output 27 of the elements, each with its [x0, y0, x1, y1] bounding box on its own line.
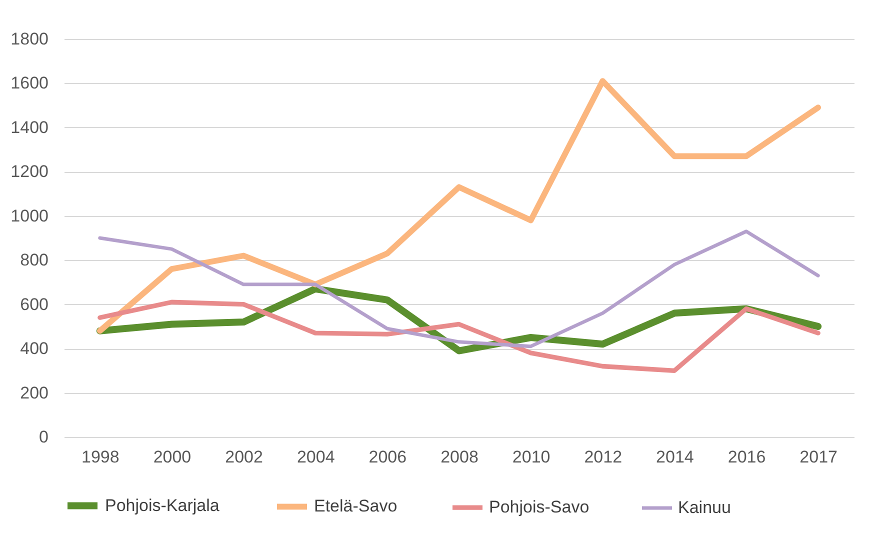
x-tick-label: 2016 — [728, 448, 766, 466]
y-tick-label: 0 — [39, 428, 48, 446]
y-tick-label: 1400 — [10, 118, 48, 137]
y-tick-label: 1600 — [10, 74, 48, 93]
y-tick-label: 1000 — [10, 206, 48, 226]
x-tick-label: 2000 — [153, 448, 192, 466]
x-tick-label: 2012 — [584, 448, 622, 466]
x-tick-label: 2014 — [656, 448, 694, 466]
y-tick-label: 400 — [20, 339, 48, 358]
y-tick-label: 800 — [20, 250, 48, 270]
x-tick-label: 2010 — [512, 448, 550, 466]
x-tick-label: 2004 — [296, 448, 335, 466]
x-tick-label: 2006 — [368, 448, 407, 466]
y-tick-label: 1200 — [10, 162, 48, 182]
legend-label: Etelä-Savo — [314, 496, 398, 516]
x-tick-label: 2002 — [225, 448, 263, 466]
x-tick-label: 1998 — [81, 448, 120, 466]
x-tick-label: 2017 — [800, 448, 838, 466]
y-tick-label: 1800 — [10, 30, 48, 48]
legend-label: Pohjois-Karjala — [105, 496, 220, 515]
legend-label: Kainuu — [678, 498, 731, 517]
y-tick-label: 200 — [20, 383, 48, 402]
y-tick-label: 600 — [20, 294, 48, 314]
x-tick-label: 2008 — [440, 448, 478, 466]
line-series — [98, 300, 820, 373]
line-series — [98, 230, 820, 348]
legend-label: Pohjois-Savo — [489, 498, 590, 517]
